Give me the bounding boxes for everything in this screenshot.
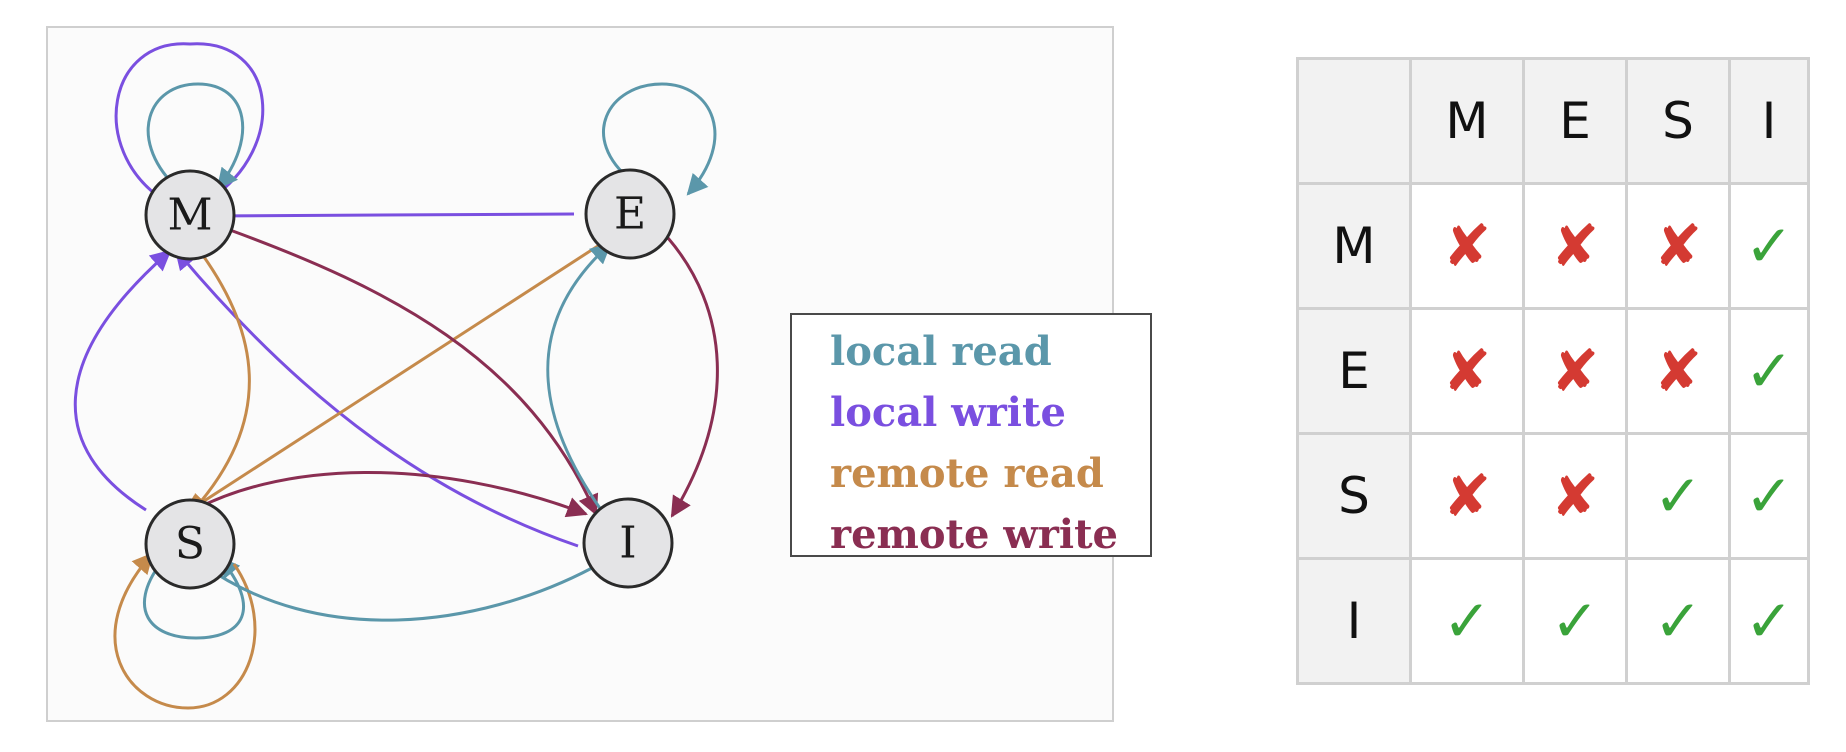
cross-icon: ✘	[1550, 212, 1600, 280]
cross-icon: ✘	[1442, 212, 1492, 280]
edge-s-s-local-read	[142, 556, 246, 640]
matrix-col-header-s: S	[1625, 57, 1731, 185]
checkmark-icon: ✓	[1744, 462, 1794, 530]
matrix-row: I ✓ ✓ ✓ ✓	[1296, 557, 1810, 685]
state-node-s: S	[144, 498, 236, 590]
matrix-cell: ✓	[1625, 432, 1731, 560]
edge-e-e-local-read	[602, 82, 717, 196]
state-diagram-panel: M E S I local read local write remote re…	[46, 26, 1152, 722]
matrix-corner-cell	[1296, 57, 1412, 185]
matrix-col-header-e: E	[1522, 57, 1628, 185]
matrix-row-header-e: E	[1296, 307, 1412, 435]
checkmark-icon: ✓	[1550, 587, 1600, 655]
matrix-cell: ✘	[1522, 432, 1628, 560]
edge-s-s-remote-read	[113, 552, 257, 710]
legend-remote-read: remote read	[830, 450, 1104, 497]
legend-remote-write: remote write	[830, 511, 1119, 558]
checkmark-icon: ✓	[1744, 337, 1794, 405]
edge-m-m-local-read	[146, 82, 245, 190]
matrix-row-header-s: S	[1296, 432, 1412, 560]
edge-s-i-remote-write	[179, 471, 588, 520]
edge-m-s-remote-read	[188, 245, 251, 516]
matrix-col-header-i: I	[1728, 57, 1810, 185]
matrix-cell: ✓	[1728, 557, 1810, 685]
matrix-cell: ✓	[1728, 182, 1810, 310]
checkmark-icon: ✓	[1442, 587, 1492, 655]
edge-s-m-local-write	[73, 249, 172, 512]
compatibility-matrix: M E S I M ✘ ✘ ✘ ✓ E ✘ ✘ ✘ ✓ S ✘ ✘ ✓ ✓ I …	[1296, 57, 1810, 685]
checkmark-icon: ✓	[1653, 462, 1703, 530]
edge-m-m-local-write	[114, 42, 265, 201]
edge-i-m-local-write	[174, 248, 579, 548]
legend-local-write: local write	[830, 389, 1066, 436]
legend-local-read: local read	[830, 328, 1052, 375]
checkmark-icon: ✓	[1744, 587, 1794, 655]
matrix-cell: ✘	[1522, 307, 1628, 435]
cross-icon: ✘	[1442, 337, 1492, 405]
state-label-m: M	[167, 190, 212, 241]
checkmark-icon: ✓	[1744, 212, 1794, 280]
state-node-e: E	[584, 168, 676, 260]
matrix-row: M ✘ ✘ ✘ ✓	[1296, 182, 1810, 310]
matrix-row: E ✘ ✘ ✘ ✓	[1296, 307, 1810, 435]
matrix-row: S ✘ ✘ ✓ ✓	[1296, 432, 1810, 560]
matrix-row-header-m: M	[1296, 182, 1412, 310]
state-node-m: M	[144, 169, 236, 261]
edge-e-i-remote-write	[666, 237, 719, 518]
matrix-col-header-m: M	[1409, 57, 1525, 185]
cross-icon: ✘	[1653, 337, 1703, 405]
matrix-cell: ✘	[1625, 182, 1731, 310]
state-label-e: E	[614, 189, 646, 240]
matrix-cell: ✓	[1728, 307, 1810, 435]
matrix-cell: ✘	[1409, 307, 1525, 435]
edge-e-s-remote-read	[182, 240, 605, 516]
matrix-cell: ✘	[1409, 182, 1525, 310]
state-node-i: I	[582, 497, 674, 589]
matrix-cell: ✓	[1625, 557, 1731, 685]
matrix-cell: ✓	[1728, 432, 1810, 560]
state-diagram: M E S I	[73, 42, 719, 710]
checkmark-icon: ✓	[1653, 587, 1703, 655]
legend: local read local write remote read remot…	[790, 313, 1152, 558]
state-label-i: I	[619, 518, 636, 569]
cross-icon: ✘	[1550, 337, 1600, 405]
edge-i-s-local-read	[200, 562, 593, 622]
matrix-cell: ✘	[1625, 307, 1731, 435]
edge-m-i-remote-write	[229, 228, 599, 516]
state-label-s: S	[175, 519, 205, 570]
cross-icon: ✘	[1442, 462, 1492, 530]
matrix-header-row: M E S I	[1296, 57, 1810, 185]
matrix-cell: ✘	[1522, 182, 1628, 310]
cross-icon: ✘	[1653, 212, 1703, 280]
edge-e-m-local-write	[203, 205, 575, 227]
matrix-cell: ✓	[1409, 557, 1525, 685]
edge-i-e-local-read	[546, 242, 612, 515]
matrix-row-header-i: I	[1296, 557, 1412, 685]
matrix-cell: ✓	[1522, 557, 1628, 685]
cross-icon: ✘	[1550, 462, 1600, 530]
matrix-cell: ✘	[1409, 432, 1525, 560]
